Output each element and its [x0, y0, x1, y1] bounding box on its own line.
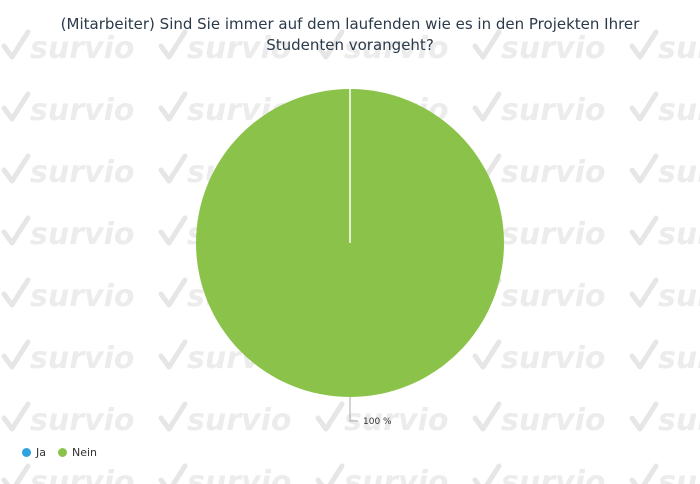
legend-item-ja[interactable]: Ja: [22, 446, 46, 459]
legend-label-nein: Nein: [72, 446, 98, 459]
legend-swatch-nein: [58, 448, 67, 457]
chart-legend: Ja Nein: [22, 446, 109, 459]
data-label-nein: 100 %: [363, 417, 392, 427]
chart-title-line-1: (Mitarbeiter) Sind Sie immer auf dem lau…: [60, 15, 640, 33]
chart-title: (Mitarbeiter) Sind Sie immer auf dem lau…: [0, 14, 700, 56]
data-label-leader-line: [349, 397, 358, 422]
chart-title-line-2: Studenten vorangeht?: [266, 36, 434, 54]
legend-label-ja: Ja: [36, 446, 46, 459]
legend-swatch-ja: [22, 448, 31, 457]
legend-item-nein[interactable]: Nein: [58, 446, 97, 459]
